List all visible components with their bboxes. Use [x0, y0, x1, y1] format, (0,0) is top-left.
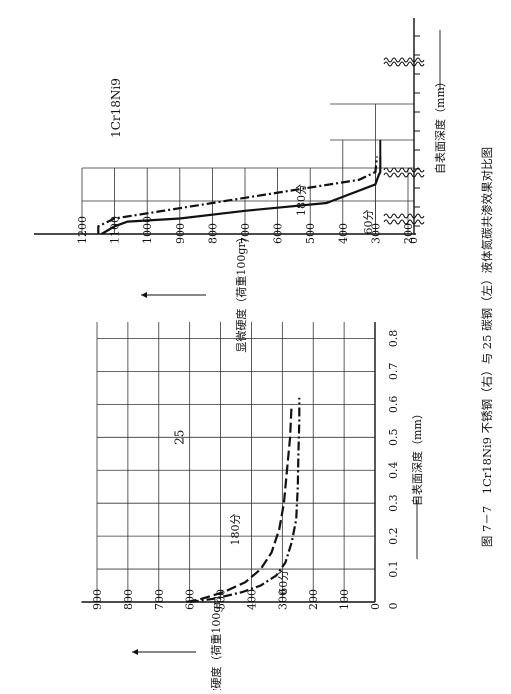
left-hardness-tick-label: 800	[122, 589, 135, 610]
left-series-label-60min: 60分	[277, 570, 290, 595]
right-hardness-tick-label: 0	[407, 237, 420, 244]
left-ylabel-arrowhead	[132, 649, 138, 655]
left-series	[186, 397, 301, 604]
figure-caption: 图 7－7 1Cr18Ni9 不锈钢（右）与 25 碳钢（左）液体氮碳共渗效果对…	[480, 147, 494, 547]
left-depth-tick-label: 0.7	[387, 363, 400, 381]
left-depth-tick-label: 0.6	[387, 396, 400, 414]
right-series	[97, 140, 382, 235]
left-hardness-tick-label: 300	[276, 589, 289, 610]
axis-break-mark	[383, 167, 425, 173]
right-hardness-tick-label: 400	[337, 223, 350, 244]
axis-break-mark	[383, 61, 425, 67]
left-depth-tick-label: 0.8	[387, 330, 400, 348]
right-hardness-tick-label: 300	[369, 223, 382, 244]
left-hardness-tick-label: 200	[307, 589, 320, 610]
axis-break-mark	[383, 213, 425, 219]
right-axes	[34, 18, 425, 235]
right-hardness-tick-label: 1100	[109, 216, 122, 244]
left-series-line-60min	[189, 397, 301, 604]
right-series-line-180min	[97, 156, 379, 234]
right-hardness-tick-label: 1200	[76, 216, 89, 244]
left-grid	[96, 322, 375, 602]
left-axes	[81, 322, 376, 603]
right-xlabel: 自表面深度（mm）	[433, 76, 447, 174]
right-grid	[81, 103, 414, 234]
left-depth-tick-label: 0	[387, 603, 400, 610]
left-xlabel: 自表面深度（mm）	[410, 408, 424, 506]
left-depth-tick-label: 0.1	[387, 560, 400, 578]
left-hardness-tick-label: 0	[369, 603, 382, 610]
right-material-label: 1Cr18Ni9	[109, 78, 123, 138]
left-labels: 0 0.1 0.2 0.3 0.4 0.5 0.6 0.7 0.8 0 100 200 300 400 50…	[91, 330, 424, 694]
right-hardness-tick-label: 800	[206, 223, 219, 244]
chart-25-steel: 0 0.1 0.2 0.3 0.4 0.5 0.6 0.7 0.8 0 100 200 300 400 50…	[81, 322, 424, 694]
left-depth-tick-label: 0.5	[387, 429, 400, 447]
left-hardness-tick-label: 600	[184, 589, 197, 610]
right-hardness-tick-label: 500	[304, 223, 317, 244]
axis-break-mark	[383, 219, 425, 225]
right-hardness-tick-label: 200	[402, 223, 415, 244]
left-hardness-tick-label: 900	[91, 589, 104, 610]
axis-break-mark	[383, 172, 425, 178]
right-ylabel: 显微硬度（荷重100gr）	[234, 231, 248, 352]
right-ylabel-arrowhead	[141, 292, 147, 298]
left-series-label-180min: 180分	[229, 514, 242, 546]
right-hardness-tick-label: 900	[174, 223, 187, 244]
left-depth-tick-label: 0.2	[387, 527, 400, 545]
left-depth-tick-label: 0.3	[387, 494, 400, 512]
left-hardness-tick-label: 700	[153, 589, 166, 610]
right-hardness-tick-label: 700	[239, 223, 252, 244]
left-depth-tick-label: 0.4	[387, 461, 400, 479]
right-series-label-60min: 60分	[362, 210, 375, 235]
axis-break-mark	[383, 57, 425, 63]
left-hardness-tick-label: 500	[215, 589, 228, 610]
right-series-line-60min	[101, 156, 382, 235]
left-hardness-tick-label: 100	[338, 589, 351, 610]
caption-group: 图 7－7 1Cr18Ni9 不锈钢（右）与 25 碳钢（左）液体氮碳共渗效果对…	[480, 147, 494, 547]
right-hardness-tick-label: 1000	[141, 216, 154, 244]
left-series-line-180min	[186, 404, 293, 604]
right-series-label-180min: 180分	[295, 184, 308, 216]
left-ylabel: 显微硬度（荷重100gr）	[209, 589, 223, 690]
left-material-label: 25	[172, 430, 186, 445]
right-hardness-tick-label: 600	[272, 223, 285, 244]
left-hardness-tick-label: 400	[245, 589, 258, 610]
